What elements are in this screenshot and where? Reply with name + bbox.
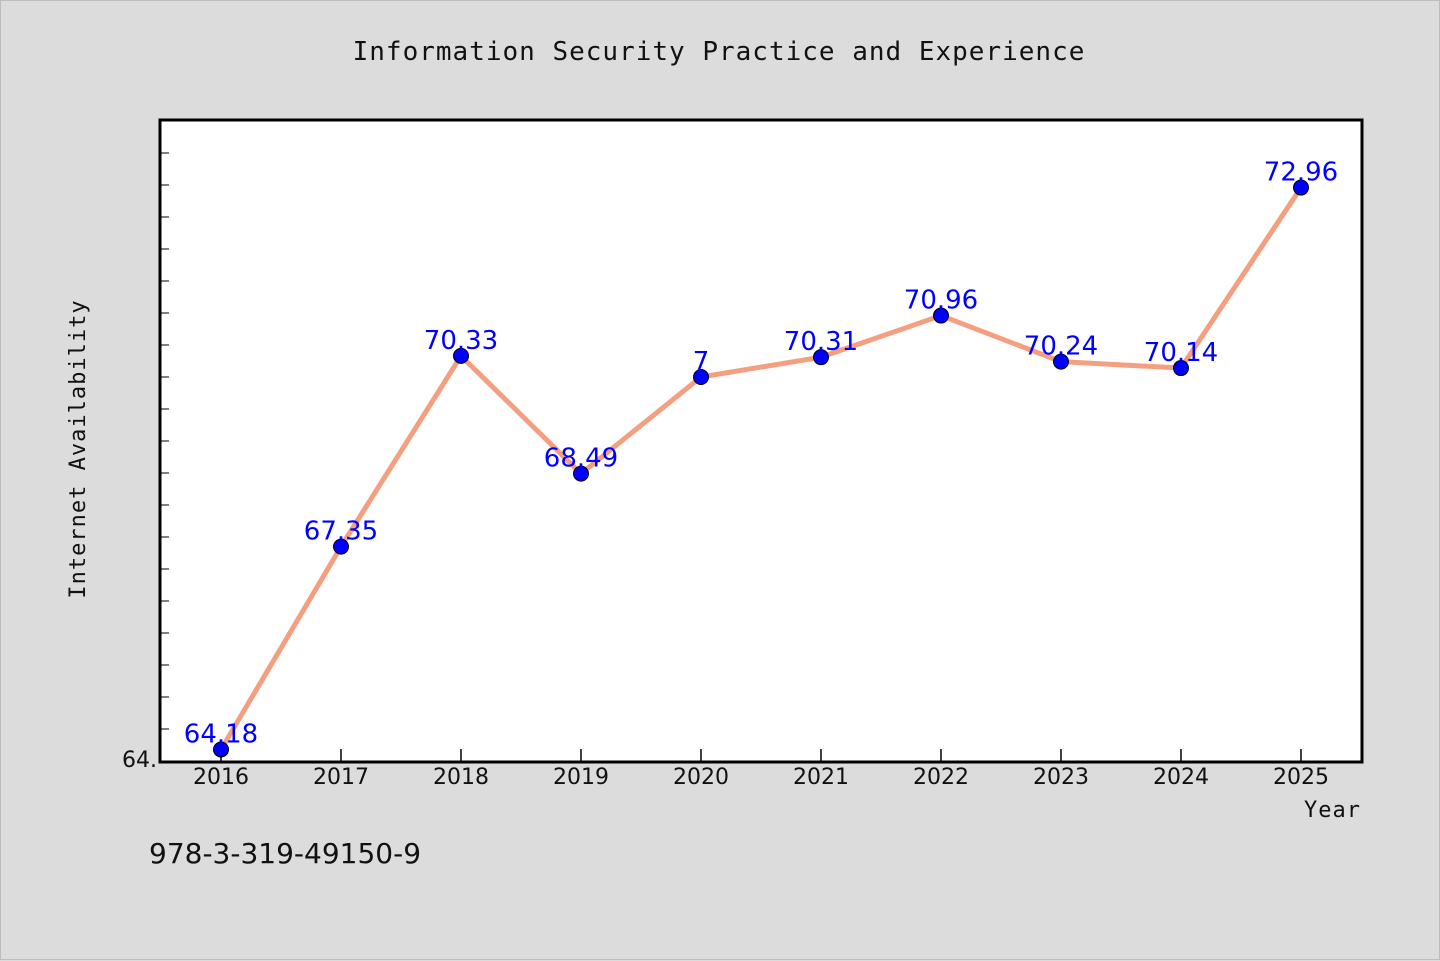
data-point: [1053, 353, 1069, 370]
x-tick-label: 2017: [313, 765, 369, 790]
data-point: [1173, 360, 1189, 377]
chart-title: Information Security Practice and Experi…: [352, 37, 1086, 67]
x-tick-label: 2025: [1273, 765, 1329, 790]
data-label: 70.14: [1144, 338, 1218, 368]
data-point: [333, 538, 349, 555]
x-axis-title: Year: [1304, 798, 1361, 823]
x-tick-label: 2020: [673, 765, 729, 790]
y-tick-label: 64.: [122, 748, 157, 773]
data-labels: 64.18 67.35 70.33 68.49 7 70.31 70.96 70.24 70.1…: [184, 158, 1338, 750]
data-label: 70.24: [1024, 332, 1098, 362]
y-axis-ticks: [161, 120, 169, 762]
data-label: 70.96: [904, 286, 978, 316]
data-label: 67.35: [304, 517, 378, 547]
series-markers: [213, 179, 1309, 758]
x-tick-label: 2021: [793, 765, 849, 790]
data-label: 7: [693, 347, 710, 377]
x-axis-tick-labels: 2016 2017 2018 2019 2020 2021 2022 2023 2024 2025: [193, 765, 1329, 790]
series-lines: [218, 186, 1304, 751]
footer-isbn: 978-3-319-49150-9: [149, 837, 422, 870]
x-tick-label: 2018: [433, 765, 489, 790]
data-label: 72.96: [1264, 158, 1338, 188]
data-point: [453, 347, 469, 364]
x-tick-label: 2024: [1153, 765, 1209, 790]
data-label: 68.49: [544, 444, 618, 474]
x-tick-label: 2019: [553, 765, 609, 790]
x-tick-label: 2022: [913, 765, 969, 790]
data-label: 70.31: [784, 327, 858, 357]
data-point: [933, 307, 949, 324]
data-label: 70.33: [424, 326, 498, 356]
y-axis-tick-labels: 64.: [122, 748, 157, 773]
data-label: 64.18: [184, 719, 258, 749]
data-point: [813, 349, 829, 366]
data-point: [213, 741, 229, 758]
data-point: [573, 465, 589, 482]
data-point: [1293, 179, 1309, 196]
y-axis-title: Internet Availability: [66, 299, 91, 598]
x-tick-label: 2016: [193, 765, 249, 790]
plot-area: [158, 118, 1364, 764]
x-tick-label: 2023: [1033, 765, 1089, 790]
series-line: [218, 186, 1304, 751]
data-point: [693, 369, 709, 385]
